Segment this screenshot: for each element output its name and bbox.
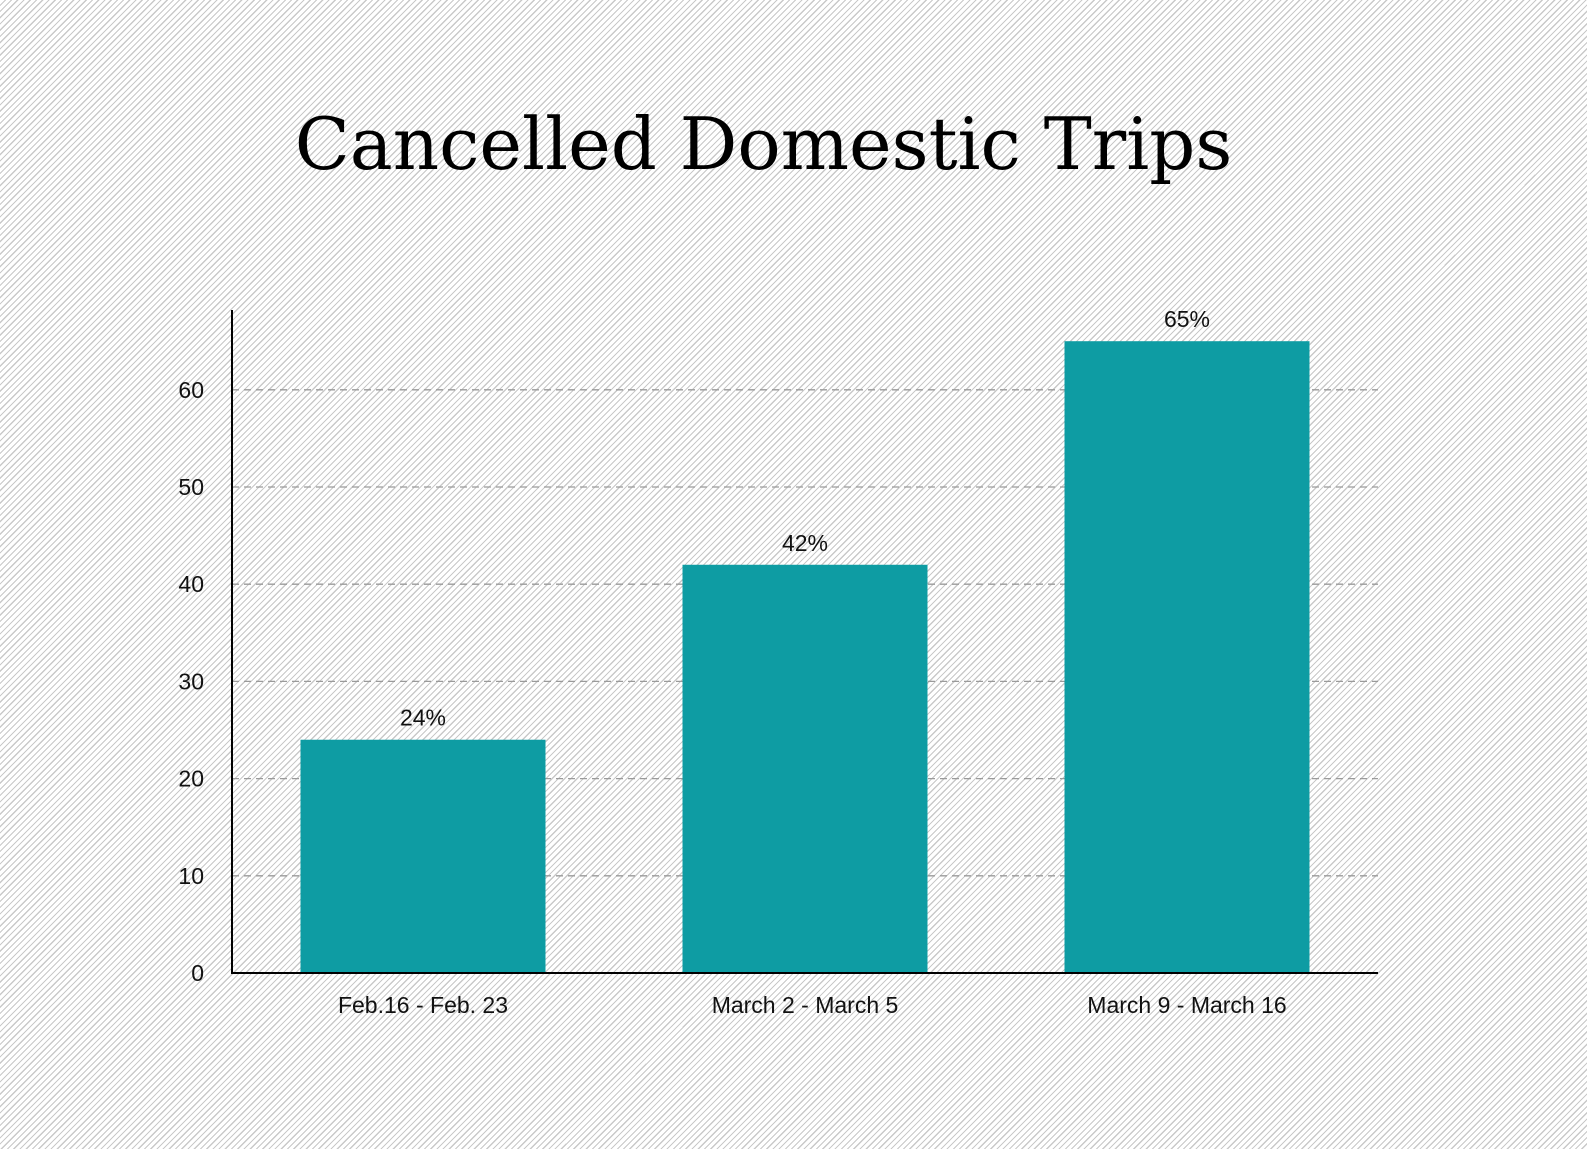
y-tick-label: 10: [178, 863, 204, 889]
x-tick-label: March 9 - March 16: [1087, 992, 1286, 1018]
data-label: 42%: [782, 530, 828, 556]
axes: [231, 310, 1378, 974]
y-tick-label: 0: [191, 960, 204, 986]
data-label: 65%: [1164, 306, 1210, 332]
bar-1: [300, 739, 546, 973]
bars: [300, 341, 1310, 973]
bar-3: [1064, 341, 1310, 973]
x-tick-label: March 2 - March 5: [712, 992, 899, 1018]
labels: 0 10 20 30 40 50 60 24% Feb.16 - Feb. 23 42% March…: [178, 306, 1286, 1018]
chart-title: Cancelled Domestic Trips: [294, 102, 1233, 186]
data-label: 24%: [400, 705, 446, 731]
bar-2: [682, 564, 928, 973]
y-tick-label: 40: [178, 571, 204, 597]
y-tick-label: 60: [178, 377, 204, 403]
y-tick-label: 30: [178, 668, 204, 694]
x-tick-label: Feb.16 - Feb. 23: [338, 992, 508, 1018]
y-tick-label: 20: [178, 766, 204, 792]
y-tick-label: 50: [178, 474, 204, 500]
